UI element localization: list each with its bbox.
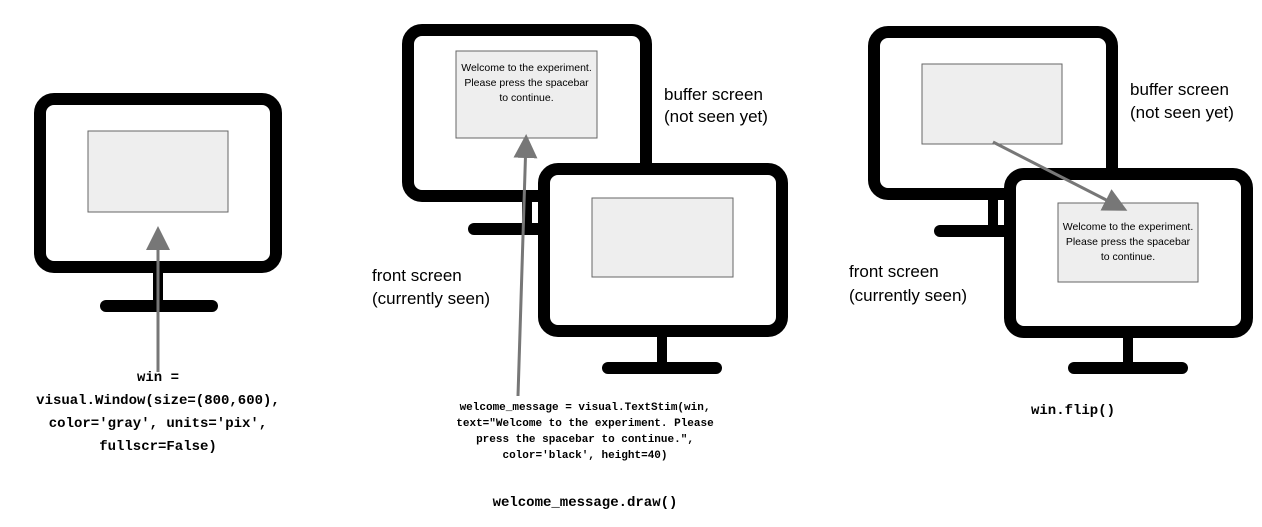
code-line: fullscr=False) bbox=[99, 439, 217, 455]
panel-2-arrow bbox=[513, 134, 538, 397]
label-line: front screen bbox=[849, 262, 939, 281]
label-line: (not seen yet) bbox=[664, 107, 768, 126]
panel-2-front-monitor bbox=[538, 163, 788, 374]
code-line: win = bbox=[136, 370, 179, 386]
front-screen-rect bbox=[1057, 202, 1199, 283]
message-line: to continue. bbox=[1100, 251, 1156, 263]
panel-3-call: win.flip() bbox=[1030, 403, 1115, 419]
panel-1-monitor bbox=[34, 93, 282, 312]
panel-3-buffer-label: buffer screen (not seen yet) bbox=[1130, 78, 1234, 124]
label-line: front screen bbox=[372, 266, 462, 285]
panel-2-call: welcome_message.draw() bbox=[492, 495, 678, 511]
message-line: Welcome to the experiment. bbox=[461, 62, 592, 74]
code-line: color='gray', units='pix', bbox=[48, 416, 268, 432]
panel-2-buffer-label: buffer screen (not seen yet) bbox=[664, 84, 768, 128]
code-line: visual.Window(size=(800,600), bbox=[36, 393, 280, 409]
label-line: buffer screen bbox=[1130, 80, 1229, 99]
message-line: Please press the spacebar bbox=[464, 77, 589, 89]
message-line: Welcome to the experiment. bbox=[1062, 221, 1194, 233]
code-line: text="Welcome to the experiment. Please bbox=[456, 418, 714, 430]
label-line: buffer screen bbox=[664, 85, 763, 104]
panel-3-buffer-monitor bbox=[868, 26, 1118, 237]
buffer-screen-rect bbox=[921, 63, 1063, 145]
panel-3-arrow bbox=[992, 140, 1128, 211]
panel-3-front-label: front screen (currently seen) bbox=[849, 260, 967, 308]
panel-3-screen-message: Welcome to the experiment. Please press … bbox=[1058, 220, 1198, 265]
code-line: press the spacebar to continue.", bbox=[476, 434, 694, 446]
label-line: (currently seen) bbox=[849, 286, 968, 305]
panel-2-front-label: front screen (currently seen) bbox=[372, 264, 490, 310]
code-line: welcome_message = visual.TextStim(win, bbox=[459, 402, 711, 414]
panel-3-front-monitor bbox=[1004, 168, 1253, 374]
code-line: color='black', height=40) bbox=[502, 450, 668, 462]
message-line: to continue. bbox=[499, 92, 554, 104]
window-rect bbox=[87, 130, 229, 213]
label-line: (currently seen) bbox=[372, 289, 491, 308]
front-screen-rect bbox=[591, 197, 734, 278]
panel-1-code: win = visual.Window(size=(800,600), colo… bbox=[10, 367, 306, 459]
panel-2-code: welcome_message = visual.TextStim(win, t… bbox=[425, 400, 745, 464]
panel-2-screen-message: Welcome to the experiment. Please press … bbox=[456, 61, 597, 106]
label-line: (not seen yet) bbox=[1130, 103, 1234, 122]
message-line: Please press the spacebar bbox=[1065, 236, 1191, 248]
panel-2-buffer-monitor bbox=[402, 24, 652, 235]
